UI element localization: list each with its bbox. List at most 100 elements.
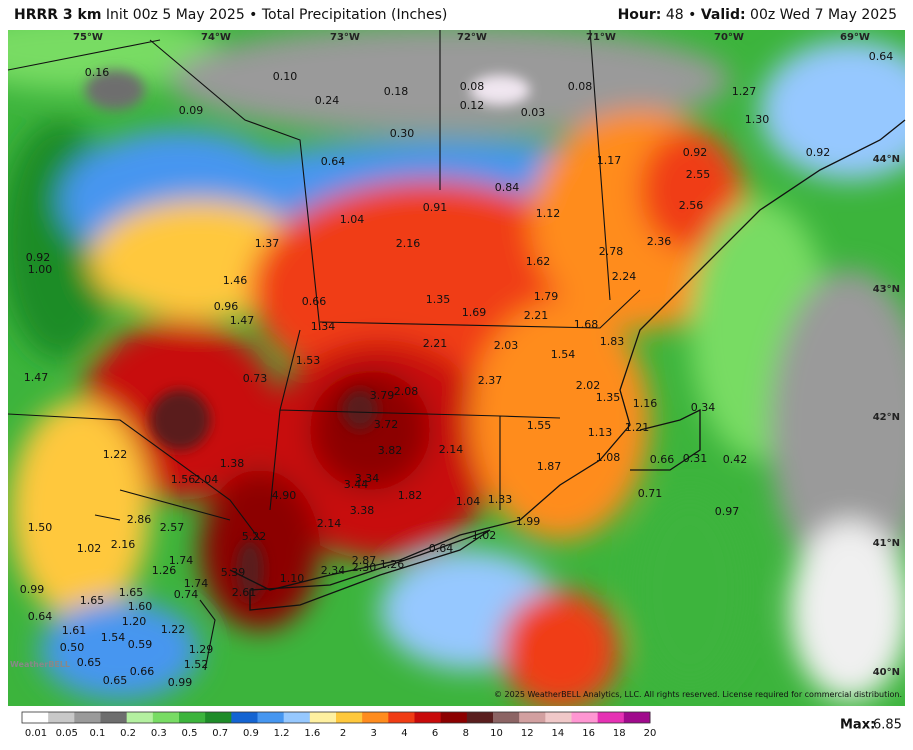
colorbar-label: 8 [463, 728, 469, 739]
colorbar-swatch [571, 712, 599, 723]
colorbar-swatch [100, 712, 128, 723]
point-label: 1.50 [28, 521, 53, 534]
point-label: 5.22 [242, 530, 267, 543]
point-label: 2.02 [576, 379, 601, 392]
point-label: 0.91 [423, 201, 448, 214]
colorbar-swatch [22, 712, 49, 723]
point-label: 1.34 [311, 320, 336, 333]
point-label: 0.74 [174, 588, 199, 601]
point-label: 0.92 [683, 146, 708, 159]
point-label: 1.82 [398, 489, 423, 502]
point-label: 1.47 [24, 371, 49, 384]
colorbar-label: 16 [582, 728, 595, 739]
point-label: 0.12 [460, 99, 485, 112]
point-label: 3.82 [378, 444, 403, 457]
colorbar-swatch [48, 712, 75, 723]
point-label: 1.47 [230, 314, 255, 327]
point-label: 1.46 [223, 274, 248, 287]
subtitle: Init 00z 5 May 2025 • Total Precipitatio… [105, 7, 448, 23]
colorbar-label: 18 [613, 728, 626, 739]
longitude-label: 75°W [73, 32, 103, 43]
colorbar-swatch [545, 712, 572, 723]
point-label: 0.71 [638, 487, 663, 500]
point-label: 1.74 [184, 577, 209, 590]
point-label: 2.87 [352, 554, 377, 567]
point-label: 1.10 [280, 572, 305, 585]
point-label: 2.08 [394, 385, 419, 398]
point-label: 1.65 [119, 586, 144, 599]
point-label: 1.83 [600, 335, 625, 348]
point-label: 0.08 [568, 80, 593, 93]
colorbar-label: 0.01 [25, 728, 47, 739]
point-label: 1.13 [588, 426, 613, 439]
point-label: 4.90 [272, 489, 297, 502]
colorbar-swatch [440, 712, 468, 723]
colorbar-label: 3 [371, 728, 377, 739]
point-label: 0.09 [179, 104, 204, 117]
max-key: Max: [840, 718, 875, 733]
valid-key: Valid: [700, 7, 746, 23]
point-label: 1.62 [526, 255, 551, 268]
point-label: 1.04 [456, 495, 481, 508]
point-label: 2.36 [647, 235, 672, 248]
colorbar-swatch [623, 712, 651, 723]
header-left: HRRR 3 km Init 00z 5 May 2025 • Total Pr… [14, 0, 447, 30]
point-label: 1.30 [745, 113, 770, 126]
point-label: 0.96 [214, 300, 239, 313]
colorbar-swatch [388, 712, 415, 723]
colorbar-label: 0.05 [56, 728, 78, 739]
point-label: 2.86 [127, 513, 152, 526]
latitude-label: 42°N [873, 412, 900, 423]
max-value: 6.85 [873, 718, 902, 733]
point-labels: 0.16 0.10 0.24 0.18 0.08 0.08 0.09 0.12 0.03 0.30… [20, 50, 894, 689]
colorbar-swatch [126, 712, 154, 723]
point-label: 1.74 [169, 554, 194, 567]
point-label: 1.29 [189, 643, 214, 656]
point-label: 5.39 [221, 566, 246, 579]
point-label: 3.72 [374, 418, 399, 431]
point-label: 2.34 [321, 564, 346, 577]
point-label: 3.34 [355, 472, 380, 485]
hour-key: Hour: [617, 7, 662, 23]
point-label: 0.16 [85, 66, 110, 79]
point-label: 0.03 [521, 106, 546, 119]
colorbar-label: 0.2 [120, 728, 136, 739]
latitude-label: 41°N [873, 538, 900, 549]
point-label: 0.64 [869, 50, 894, 63]
copyright: © 2025 WeatherBELL Analytics, LLC. All r… [494, 690, 902, 699]
point-label: 3.79 [370, 389, 395, 402]
point-label: 1.26 [380, 558, 405, 571]
point-label: 0.97 [715, 505, 740, 518]
point-label: 1.08 [596, 451, 621, 464]
colorbar-label: 0.3 [151, 728, 167, 739]
colorbar-swatch [152, 712, 180, 723]
point-label: 1.60 [128, 600, 153, 613]
colorbar-swatch [283, 712, 311, 723]
point-label: 1.12 [536, 207, 561, 220]
point-label: 1.55 [527, 419, 552, 432]
point-label: 2.61 [232, 586, 257, 599]
point-label: 1.04 [340, 213, 365, 226]
colorbar-swatch [519, 712, 546, 723]
point-label: 0.34 [691, 401, 716, 414]
point-label: 0.59 [128, 638, 153, 651]
colorbar-swatch [336, 712, 363, 723]
colorbar-swatch [493, 712, 520, 723]
point-label: 1.87 [537, 460, 562, 473]
point-label: 0.31 [683, 452, 708, 465]
point-label: 2.56 [679, 199, 704, 212]
graticule-labels: 75°W 74°W 73°W 72°W 71°W 70°W 69°W 44°N 43°N 42°N… [73, 32, 900, 678]
point-label: 2.21 [524, 309, 549, 322]
point-label: 0.66 [650, 453, 675, 466]
colorbar-label: 6 [432, 728, 438, 739]
point-label: 3.44 [344, 478, 369, 491]
point-label: 0.65 [77, 656, 102, 669]
point-label: 1.16 [633, 397, 658, 410]
colorbar-label: 1.2 [274, 728, 290, 739]
point-label: 0.18 [384, 85, 409, 98]
point-label: 1.27 [732, 85, 757, 98]
point-label: 1.99 [516, 515, 541, 528]
point-label: 0.24 [315, 94, 340, 107]
point-label: 1.22 [161, 623, 186, 636]
